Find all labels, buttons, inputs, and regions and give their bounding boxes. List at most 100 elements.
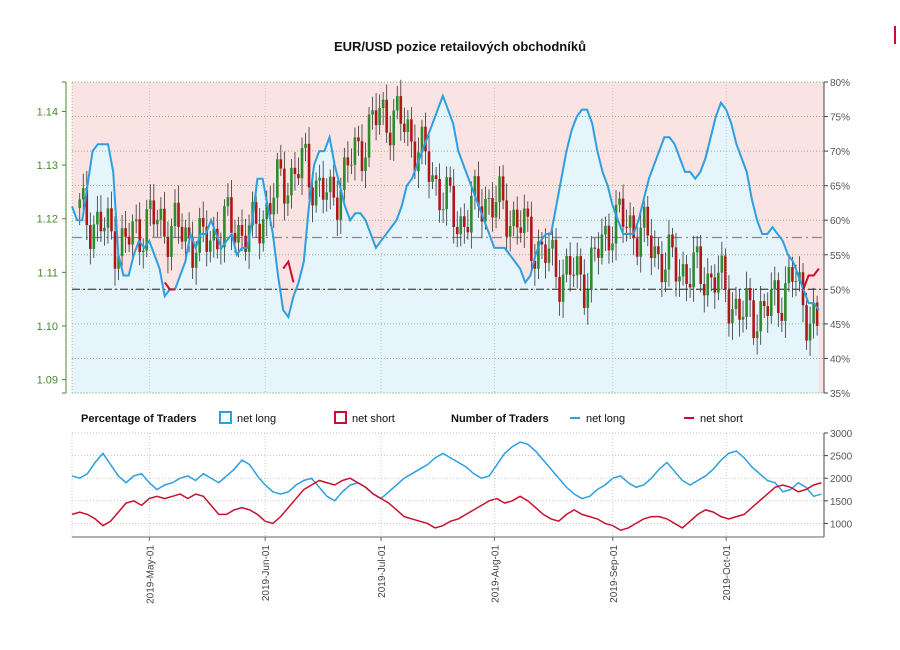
candle-body (470, 195, 473, 233)
candle-body (290, 167, 293, 196)
left-tick-label: 1.14 (37, 106, 58, 118)
candle-body (201, 217, 205, 227)
candle-body (561, 274, 565, 302)
candle-body (805, 305, 808, 341)
candle-body (335, 197, 339, 220)
candle-body (367, 114, 371, 158)
candle-body (134, 219, 138, 222)
candle-body (99, 211, 103, 232)
candle-body (378, 108, 381, 126)
candle-body (261, 219, 265, 244)
candle-body (815, 302, 819, 326)
candle-body (540, 241, 544, 245)
candle-body (268, 203, 272, 215)
candle-body (522, 208, 526, 233)
candle-body (678, 276, 681, 282)
candle-body (699, 246, 702, 285)
candle-body (597, 248, 600, 258)
candle-body (791, 266, 794, 282)
candle-body (731, 309, 734, 324)
candle-body (487, 198, 491, 200)
candle-body (685, 264, 688, 284)
candle-body (748, 287, 752, 301)
candle-body (558, 276, 561, 302)
right-tick-label: 45% (830, 320, 850, 331)
legend-box-net-short (334, 411, 347, 424)
x-axis: 2019-May-01 2019-Jun-01 2019-Jul-01 2019-Au… (72, 82, 824, 604)
candle-body (265, 203, 269, 220)
candle-body (808, 323, 812, 341)
upper-grid (71, 81, 825, 394)
candle-body (621, 198, 625, 227)
candle-body (568, 256, 572, 275)
candle-body (812, 302, 815, 324)
x-tick-label: 2019-Jul-01 (377, 545, 388, 598)
candle-body (777, 280, 780, 313)
candle-body (688, 283, 692, 288)
candle-body (741, 316, 745, 320)
right-tick-label: 55% (830, 251, 850, 262)
candle-body (92, 224, 96, 249)
candle-body (505, 200, 508, 237)
candle-body (625, 226, 628, 228)
candle-body (709, 273, 713, 278)
candle-body (117, 256, 120, 269)
candle-body (459, 216, 463, 235)
candle-body (113, 231, 117, 269)
lower-tick-label: 1500 (830, 497, 853, 508)
candle-body (784, 283, 787, 321)
candle-body (646, 206, 650, 236)
candle-body (628, 215, 632, 228)
candle-body (127, 236, 131, 245)
candle-body (512, 209, 515, 227)
candle-body (279, 159, 283, 169)
candle-body (85, 188, 89, 226)
candle-body (618, 198, 621, 205)
candle-body (395, 96, 399, 111)
candle-body (607, 225, 611, 251)
legend-label-net-long-num: net long (586, 413, 625, 425)
candle-body (734, 298, 738, 310)
candle-body (297, 174, 300, 179)
candle-body (89, 225, 92, 249)
candle-body (304, 143, 307, 149)
candle-body (254, 202, 258, 224)
candle-body (81, 188, 85, 200)
candle-body (593, 247, 597, 249)
candle-body (551, 239, 554, 249)
lower-grid (71, 432, 825, 538)
lower-right-axis: 1000 1500 2000 2500 3000 (823, 429, 853, 537)
candle-body (110, 208, 113, 232)
corner-mark (894, 26, 896, 44)
candle-body (649, 235, 653, 258)
candle-body (187, 227, 191, 239)
candle-body (237, 224, 240, 243)
net-long-line (71, 92, 820, 320)
candle-body (537, 241, 540, 269)
right-tick-label: 75% (830, 113, 850, 124)
candle-body (579, 256, 583, 275)
left-tick-label: 1.11 (37, 267, 58, 279)
lower-tick-label: 2500 (830, 452, 853, 463)
candle-body (427, 151, 431, 182)
candle-body (424, 126, 427, 152)
candle-body (163, 208, 166, 237)
candle-body (343, 157, 346, 190)
candle-body (208, 240, 212, 252)
candle-body (233, 232, 237, 243)
candle-body (332, 176, 336, 198)
candle-body (508, 226, 512, 237)
candle-body (554, 239, 558, 277)
candle-body (498, 176, 501, 203)
candle-body (639, 227, 643, 257)
candle-body (794, 281, 798, 283)
net-long-area (72, 95, 819, 394)
right-tick-label: 65% (830, 182, 850, 193)
candle-body (106, 208, 110, 228)
candle-body (533, 260, 537, 269)
candle-body (544, 244, 547, 263)
candle-body (205, 226, 209, 252)
candle-body (445, 177, 448, 210)
right-tick-label: 60% (830, 216, 850, 227)
candle-body (600, 234, 604, 258)
